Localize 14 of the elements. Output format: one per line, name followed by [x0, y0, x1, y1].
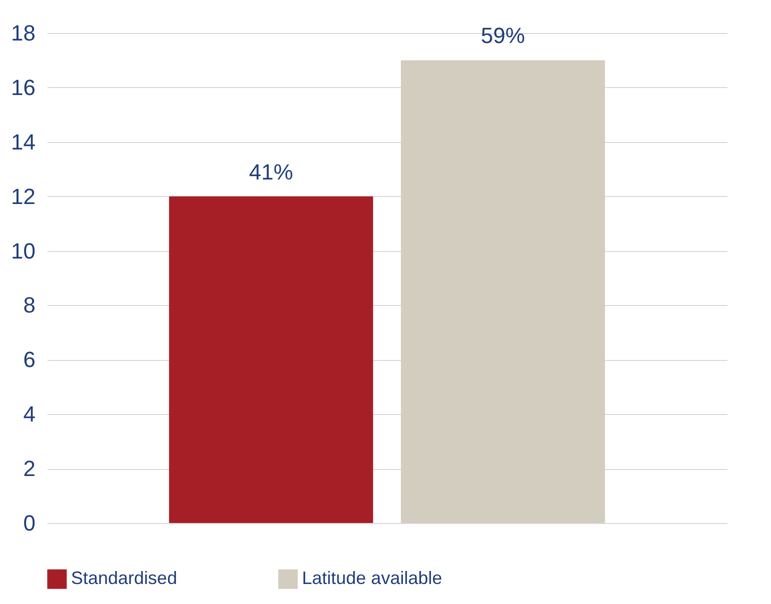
y-tick-label: 12	[11, 184, 36, 209]
annotation: 41%	[249, 159, 294, 184]
y-tick-label: 10	[11, 238, 36, 264]
annotation: 59%	[480, 23, 525, 48]
y-tick-label: 18	[11, 20, 36, 46]
y-tick-label: 6	[23, 347, 36, 372]
y-tick-label: 16	[11, 74, 36, 100]
legend-label: Latitude available	[302, 568, 442, 588]
y-tick-label: 8	[23, 292, 36, 318]
y-tick-label: 14	[11, 129, 36, 154]
legend-label: Standardised	[71, 568, 178, 588]
y-tick-label: 0	[23, 510, 36, 536]
y-tick-label: 4	[23, 402, 36, 427]
y-tick-label: 2	[23, 456, 36, 482]
